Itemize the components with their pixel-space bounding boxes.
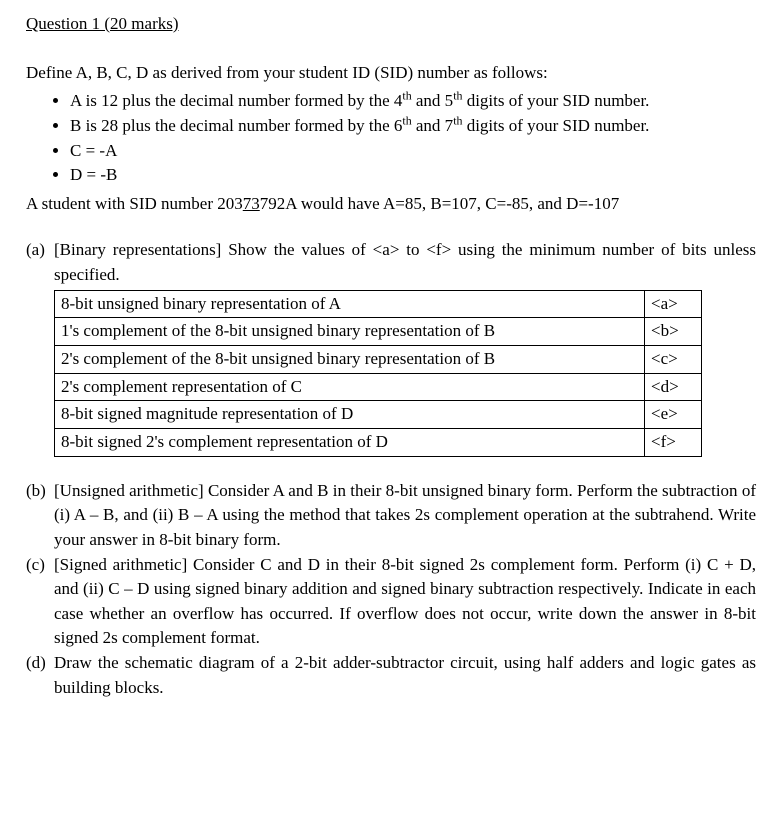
bullet-c-definition: C = -A bbox=[70, 139, 756, 164]
answer-table: 8-bit unsigned binary representation of … bbox=[54, 290, 702, 457]
row-key: <b> bbox=[645, 318, 702, 346]
part-label: (d) bbox=[26, 651, 54, 700]
text-fragment: A student with SID number 203 bbox=[26, 194, 243, 213]
part-a: (a) [Binary representations] Show the va… bbox=[26, 238, 756, 287]
part-d: (d) Draw the schematic diagram of a 2-bi… bbox=[26, 651, 756, 700]
row-description: 2's complement of the 8-bit unsigned bin… bbox=[55, 346, 645, 374]
table-row: 8-bit unsigned binary representation of … bbox=[55, 290, 702, 318]
text-fragment: B is 28 plus the decimal number formed b… bbox=[70, 116, 402, 135]
underlined-digits: 73 bbox=[243, 194, 260, 213]
row-description: 8-bit signed 2's complement representati… bbox=[55, 428, 645, 456]
text-fragment: A is 12 plus the decimal number formed b… bbox=[70, 91, 402, 110]
part-body: [Unsigned arithmetic] Consider A and B i… bbox=[54, 479, 756, 553]
ordinal-suffix: th bbox=[402, 113, 411, 127]
table-row: 8-bit signed magnitude representation of… bbox=[55, 401, 702, 429]
part-label: (b) bbox=[26, 479, 54, 553]
part-label: (a) bbox=[26, 238, 54, 287]
row-description: 2's complement representation of C bbox=[55, 373, 645, 401]
bullet-a-definition: A is 12 plus the decimal number formed b… bbox=[70, 89, 756, 114]
text-fragment: digits of your SID number. bbox=[462, 91, 649, 110]
text-fragment: digits of your SID number. bbox=[462, 116, 649, 135]
part-body: [Binary representations] Show the values… bbox=[54, 238, 756, 287]
definition-list: A is 12 plus the decimal number formed b… bbox=[26, 89, 756, 188]
part-body: Draw the schematic diagram of a 2-bit ad… bbox=[54, 651, 756, 700]
part-b: (b) [Unsigned arithmetic] Consider A and… bbox=[26, 479, 756, 553]
text-fragment: and 7 bbox=[412, 116, 454, 135]
table-row: 1's complement of the 8-bit unsigned bin… bbox=[55, 318, 702, 346]
row-key: <c> bbox=[645, 346, 702, 374]
ordinal-suffix: th bbox=[402, 89, 411, 103]
bullet-d-definition: D = -B bbox=[70, 163, 756, 188]
part-c: (c) [Signed arithmetic] Consider C and D… bbox=[26, 553, 756, 652]
row-key: <f> bbox=[645, 428, 702, 456]
row-key: <a> bbox=[645, 290, 702, 318]
row-key: <e> bbox=[645, 401, 702, 429]
intro-text: Define A, B, C, D as derived from your s… bbox=[26, 61, 756, 86]
table-row: 2's complement representation of C <d> bbox=[55, 373, 702, 401]
table-row: 2's complement of the 8-bit unsigned bin… bbox=[55, 346, 702, 374]
row-description: 8-bit unsigned binary representation of … bbox=[55, 290, 645, 318]
text-fragment: and 5 bbox=[412, 91, 454, 110]
row-key: <d> bbox=[645, 373, 702, 401]
page-container: Question 1 (20 marks) Define A, B, C, D … bbox=[0, 0, 782, 828]
question-title: Question 1 (20 marks) bbox=[26, 12, 756, 37]
text-fragment: 792A would have A=85, B=107, C=-85, and … bbox=[260, 194, 619, 213]
part-body: [Signed arithmetic] Consider C and D in … bbox=[54, 553, 756, 652]
example-text: A student with SID number 20373792A woul… bbox=[26, 192, 756, 217]
table-row: 8-bit signed 2's complement representati… bbox=[55, 428, 702, 456]
part-label: (c) bbox=[26, 553, 54, 652]
row-description: 8-bit signed magnitude representation of… bbox=[55, 401, 645, 429]
row-description: 1's complement of the 8-bit unsigned bin… bbox=[55, 318, 645, 346]
bullet-b-definition: B is 28 plus the decimal number formed b… bbox=[70, 114, 756, 139]
